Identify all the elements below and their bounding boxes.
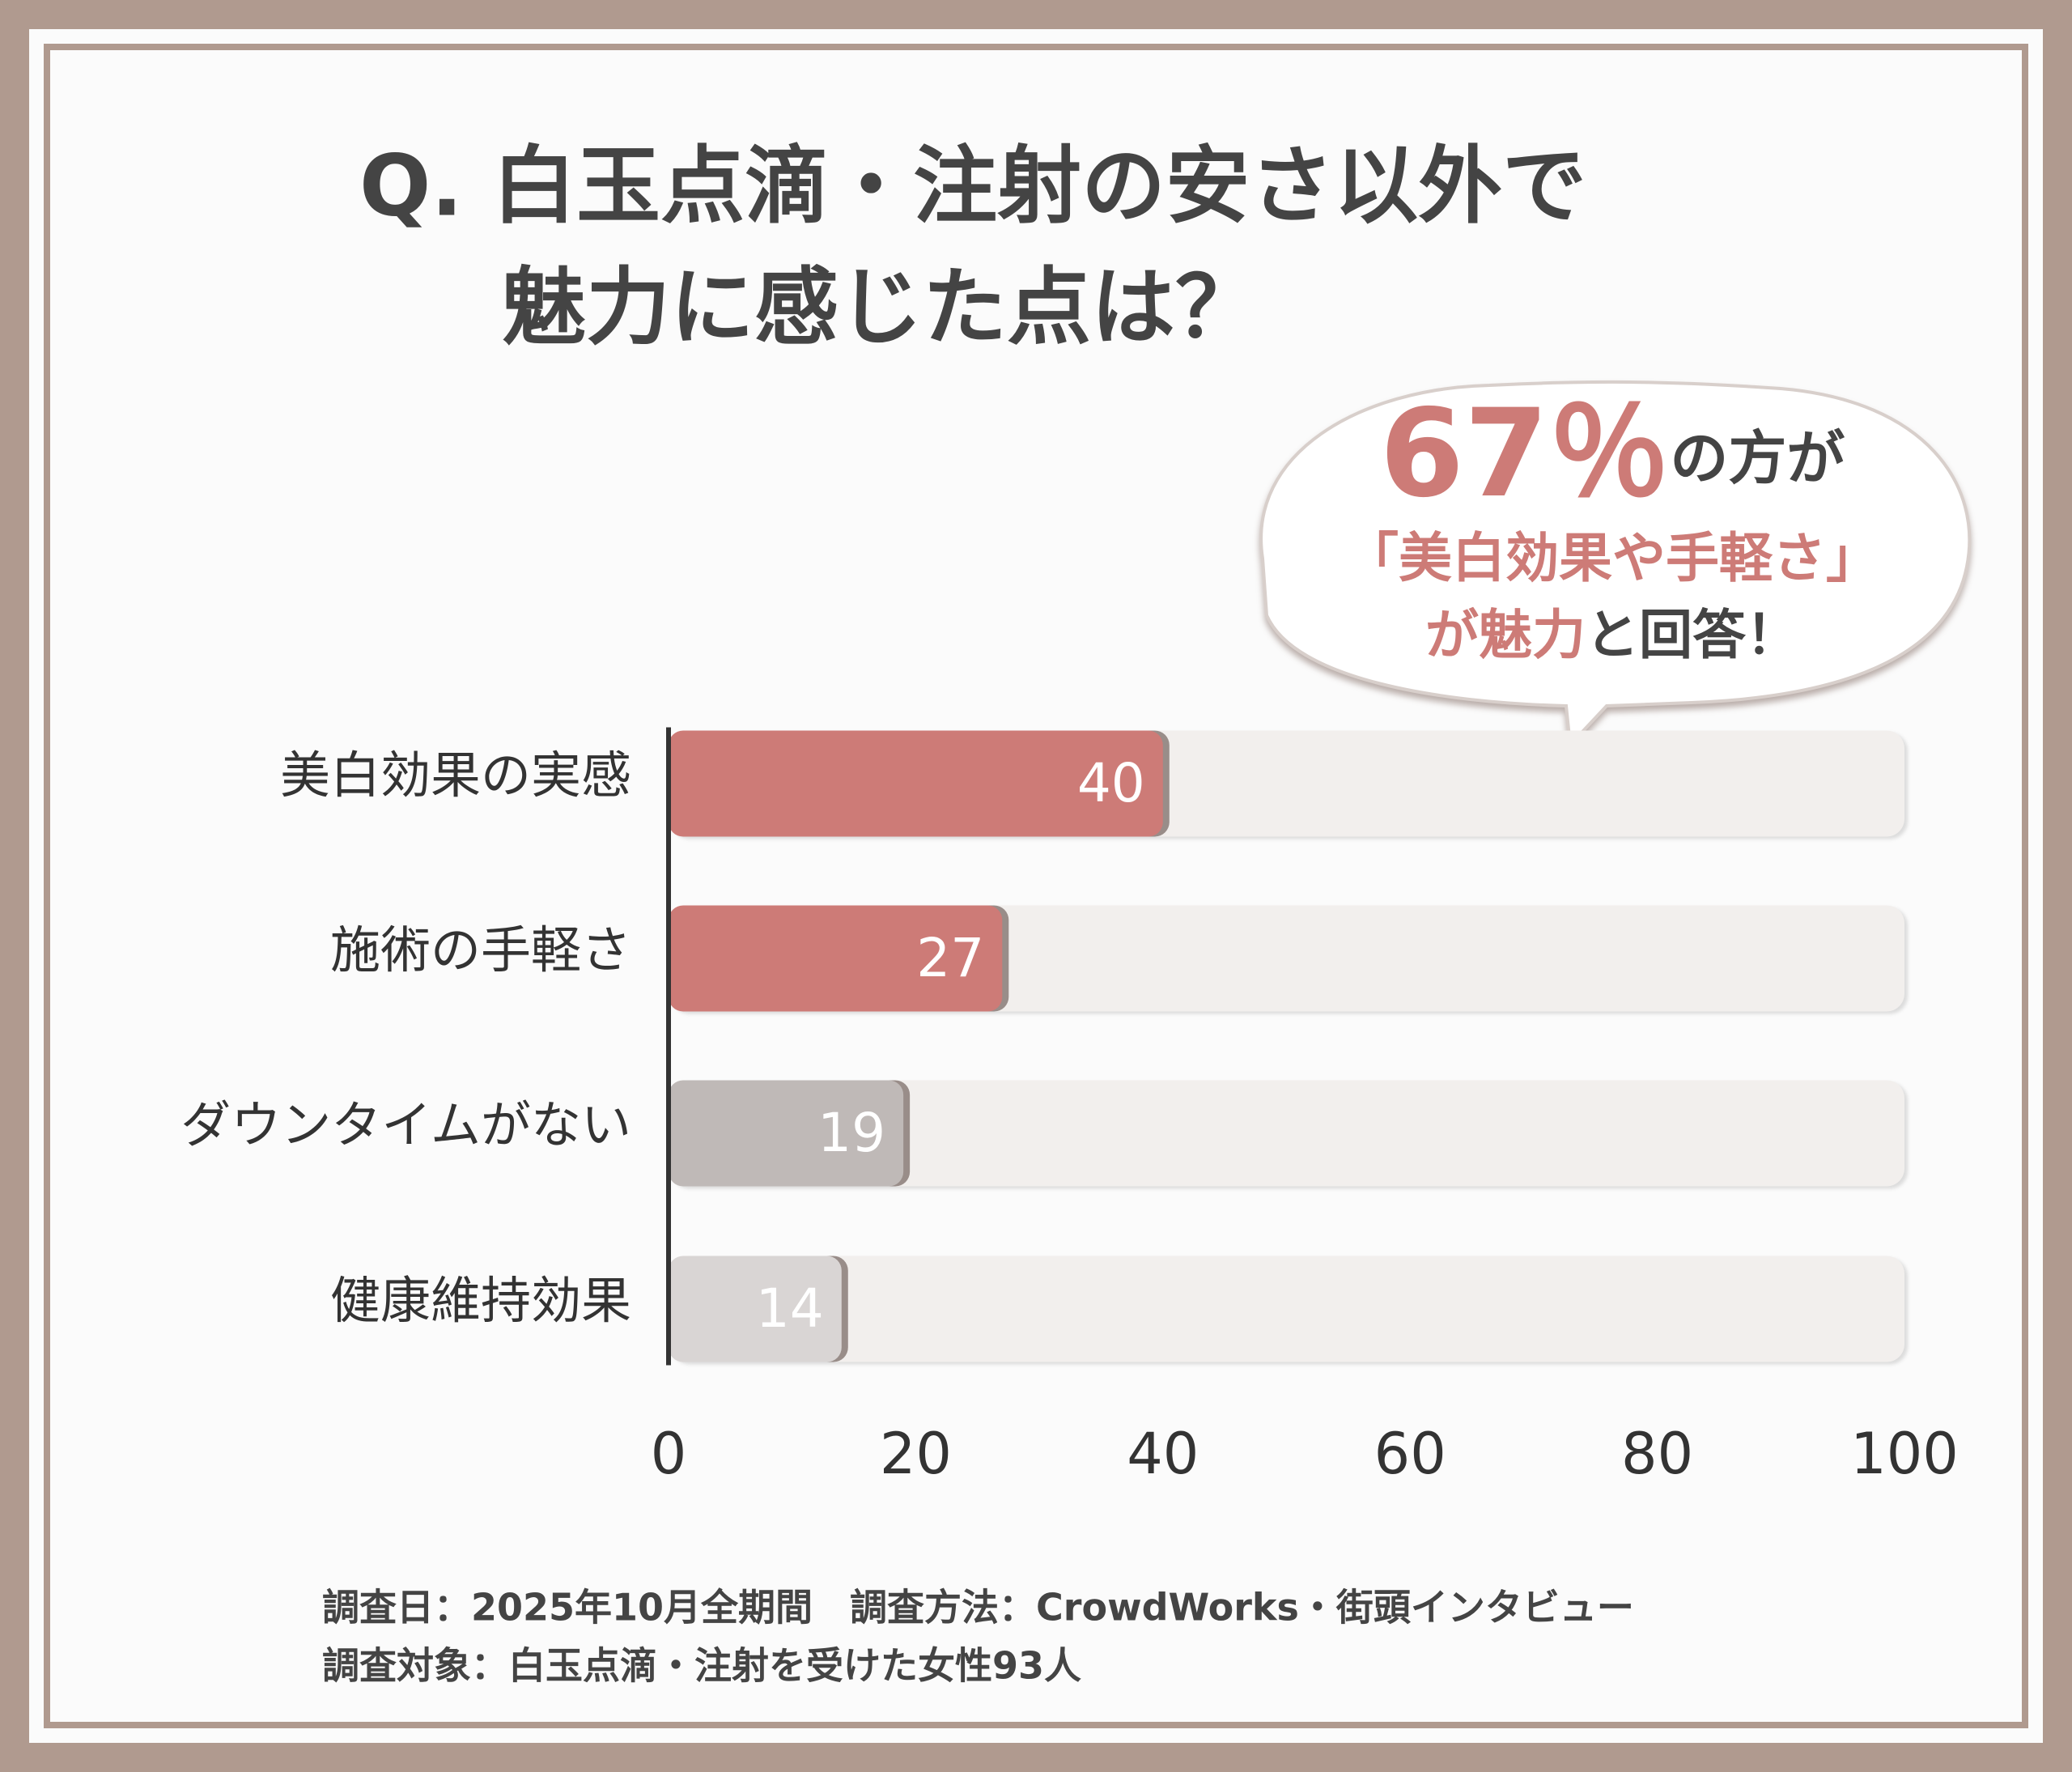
category-label: ダウンタイムがない: [180, 1095, 631, 1154]
callout-line: が魅力と回答！: [1425, 604, 1799, 666]
x-tick-label: 60: [1374, 1421, 1446, 1487]
callout-text: 「美白効果や手軽さ」: [1345, 527, 1879, 589]
panel: [29, 29, 2043, 1743]
value-label: 19: [817, 1102, 885, 1164]
track: [669, 1256, 1904, 1362]
callout-line: 「美白効果や手軽さ」: [1345, 527, 1879, 589]
callout-text: が魅力: [1425, 604, 1586, 666]
bar: [669, 1080, 904, 1187]
track: [669, 1080, 1904, 1187]
bar: [669, 730, 1163, 837]
callout-line: 67％の方が: [1380, 384, 1845, 525]
x-tick-label: 0: [651, 1421, 687, 1487]
category-label: 健康維持効果: [330, 1271, 631, 1330]
category-label: 美白効果の実感: [280, 746, 631, 805]
value-label: 40: [1077, 752, 1145, 814]
callout: 67％の方が「美白効果や手軽さ」が魅力と回答！: [1345, 384, 1879, 666]
footnote: 調査日：2025年10月全期間 調査方法：CrowdWorks・街頭インタビュー: [322, 1586, 1634, 1630]
chart-title: Q. 白玉点滴・注射の安さ以外で: [359, 136, 1586, 235]
value-label: 14: [756, 1277, 824, 1340]
callout-text: 67％: [1380, 384, 1671, 525]
chart-title: 魅力に感じた点は？: [502, 257, 1259, 356]
footnote: 調査対象：白玉点滴・注射を受けた女性93人: [322, 1644, 1081, 1688]
category-label: 施術の手軽さ: [330, 920, 631, 979]
x-tick-label: 100: [1850, 1421, 1959, 1487]
x-tick-label: 40: [1127, 1421, 1199, 1487]
callout-bubble: [1259, 380, 1972, 749]
x-tick-label: 20: [880, 1421, 952, 1487]
bar: [669, 905, 1003, 1012]
bar: [669, 1256, 842, 1362]
value-label: 27: [916, 927, 984, 989]
x-tick-label: 80: [1621, 1421, 1693, 1487]
callout-text: の方が: [1670, 424, 1845, 492]
callout-text: と回答！: [1586, 604, 1799, 666]
inner-border: [44, 44, 2028, 1728]
